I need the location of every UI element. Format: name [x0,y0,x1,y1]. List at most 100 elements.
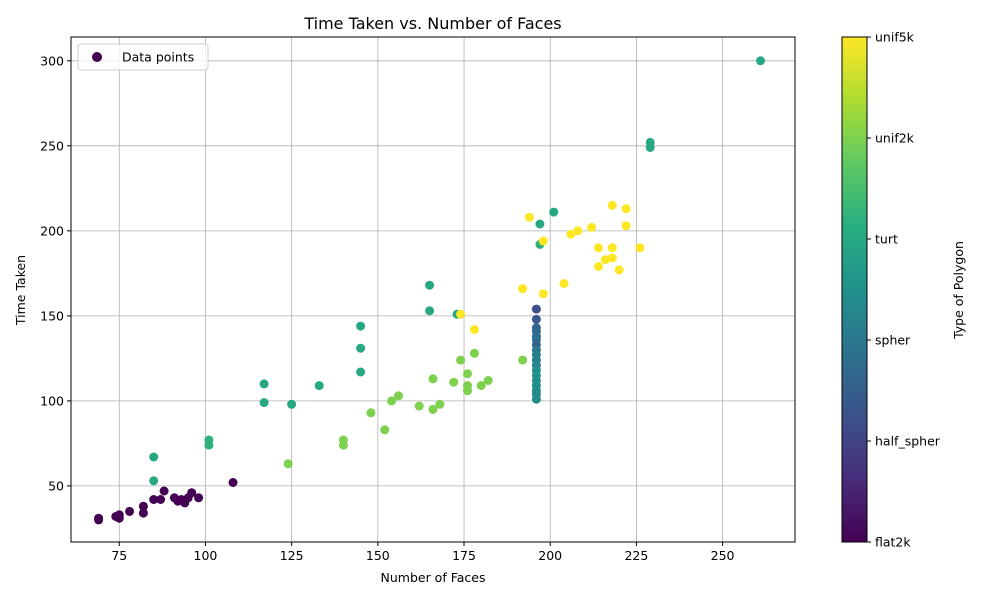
colorbar-tick-label: half_spher [875,434,941,449]
y-tick-label: 250 [40,138,64,153]
scatter-point [525,212,534,222]
scatter-point [549,207,559,217]
legend-box [77,43,209,71]
scatter-point [645,143,655,152]
scatter-point [366,408,376,418]
scatter-point [538,289,548,299]
y-axis-label: Time Taken [13,255,28,326]
scatter-point [414,401,424,411]
data-points [94,56,765,525]
plot-frame [70,36,796,543]
scatter-point [463,386,472,396]
scatter-point [425,306,435,316]
scatter-point [138,508,148,518]
scatter-point [614,265,624,275]
scatter-point [356,343,366,353]
scatter-point [587,222,597,232]
scatter-point [138,501,148,511]
scatter-point [380,425,390,435]
x-tick-label: 225 [624,548,648,563]
scatter-point [621,221,631,231]
scatter-point [259,379,269,389]
y-axis-ticks: 50 100 150 200 250 300 [40,53,71,493]
scatter-point [228,478,238,487]
scatter-point [449,377,459,387]
scatter-point [149,476,159,486]
scatter-point [425,280,435,290]
scatter-point [518,355,528,365]
x-axis-ticks: 75 100 125 150 175 200 225 250 [111,542,735,563]
scatter-point [156,495,166,504]
scatter-point [476,381,486,391]
scatter-point [94,515,104,525]
scatter-point [428,374,438,384]
colorbar-tick-label: unif2k [875,131,915,146]
y-tick-label: 50 [48,478,64,493]
scatter-point [387,396,397,406]
scatter-point [531,314,541,324]
scatter-point [559,279,569,288]
legend: Data points [77,43,209,71]
scatter-point [314,381,324,391]
scatter-point [469,348,479,358]
legend-label: Data points [122,50,194,65]
scatter-point [283,459,293,469]
scatter-point [531,304,541,314]
colorbar: flat2k half_spher spher turt unif2k unif5k Ty… [841,30,966,550]
scatter-point [566,229,576,239]
scatter-point [259,398,269,408]
scatter-point [194,493,204,503]
scatter-point [607,253,617,263]
scatter-point [428,404,438,414]
scatter-point [635,243,645,253]
scatter-point [483,376,493,385]
scatter-point [594,243,603,253]
x-tick-label: 150 [366,548,390,563]
scatter-point [594,262,603,271]
y-tick-label: 100 [40,393,64,408]
scatter-point [621,204,631,214]
scatter-point [356,367,366,377]
colorbar-tick-label: spher [875,333,911,348]
x-axis-label: Number of Faces [381,570,486,585]
scatter-point [535,219,545,229]
scatter-point [756,56,765,66]
scatter-point [114,513,124,523]
scatter-point [159,486,169,496]
scatter-point [187,488,197,498]
colorbar-frame [841,36,868,543]
scatter-point [149,495,159,504]
scatter-point [518,284,528,294]
scatter-point [469,325,479,334]
x-tick-label: 100 [194,548,218,563]
scatter-point [607,243,617,253]
scatter-point [149,452,159,462]
scatter-point [435,399,445,409]
x-tick-label: 250 [711,548,735,563]
scatter-point [456,309,466,319]
scatter-point [573,226,583,236]
colorbar-tick-label: turt [875,232,898,247]
scatter-point [204,440,214,450]
x-tick-label: 200 [538,548,562,563]
scatter-point [463,369,472,379]
scatter-point [456,355,466,365]
scatter-point [287,399,297,409]
y-tick-label: 150 [40,308,64,323]
scatter-point [338,440,348,450]
scatter-point [394,391,403,401]
colorbar-gradient [842,37,867,542]
colorbar-tick-label: flat2k [875,535,911,550]
y-tick-label: 300 [40,53,64,68]
scatter-point [600,255,610,265]
scatter-point [531,394,541,404]
scatter-point [356,321,366,331]
scatter-point [125,506,135,516]
colorbar-ticks: flat2k half_spher spher turt unif2k unif5k [867,30,941,550]
x-tick-label: 75 [111,548,127,563]
grid-lines [71,37,795,542]
y-tick-label: 200 [40,223,64,238]
scatter-point [538,236,548,246]
colorbar-tick-label: unif5k [875,30,915,45]
